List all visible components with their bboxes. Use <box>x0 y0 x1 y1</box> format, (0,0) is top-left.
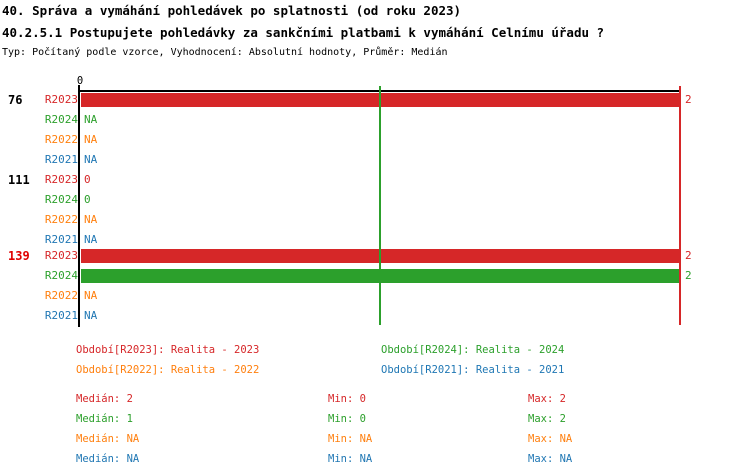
year-label: R2022 <box>44 133 78 146</box>
page-subtitle: 40.2.5.1 Postupujete pohledávky za sankč… <box>2 25 605 40</box>
value-label: 2 <box>685 249 692 262</box>
value-label: 0 <box>84 173 91 186</box>
chart-row: R2021 NA <box>0 230 750 250</box>
stat-max-r2023: Max: 2 <box>528 393 566 405</box>
stat-median-r2024: Medián: 1 <box>76 413 133 425</box>
value-label: NA <box>84 289 98 302</box>
year-label: R2023 <box>44 173 78 186</box>
stat-min-r2021: Min: NA <box>328 453 373 465</box>
chart-row: 76 R2023 2 <box>0 90 750 110</box>
bar-chart: 0 76 R2023 2 R2024 NA R2022 NA R2021 NA 111 R2023 0… <box>0 75 750 327</box>
chart-row: R2024 0 <box>0 190 750 210</box>
legend-item-r2022: Období[R2022]: Realita - 2022 <box>76 364 260 376</box>
stat-median-r2021: Medián: NA <box>76 453 140 465</box>
value-bar <box>81 269 681 283</box>
value-label: NA <box>84 113 98 126</box>
year-label: R2023 <box>44 93 78 106</box>
page-title: 40. Správa a vymáhání pohledávek po spla… <box>2 3 462 18</box>
year-label: R2024 <box>44 113 78 126</box>
stat-min-r2023: Min: 0 <box>328 393 366 405</box>
group-label: 111 <box>8 173 30 187</box>
median-line-r2023 <box>679 86 681 325</box>
chart-row: 111 R2023 0 <box>0 170 750 190</box>
value-label: NA <box>84 133 98 146</box>
stat-median-r2023: Medián: 2 <box>76 393 133 405</box>
value-bar <box>81 249 681 263</box>
y-axis-line <box>78 85 80 327</box>
chart-row: R2022 NA <box>0 130 750 150</box>
page-meta: Typ: Počítaný podle vzorce, Vyhodnocení:… <box>2 47 448 58</box>
group-label: 76 <box>8 93 23 107</box>
chart-row: R2024 NA <box>0 110 750 130</box>
value-label: NA <box>84 153 98 166</box>
chart-row: 139 R2023 2 <box>0 246 750 266</box>
legend-item-r2021: Období[R2021]: Realita - 2021 <box>381 364 565 376</box>
year-label: R2022 <box>44 213 78 226</box>
year-label: R2023 <box>44 249 78 262</box>
chart-row: R2021 NA <box>0 306 750 326</box>
stat-max-r2022: Max: NA <box>528 433 573 445</box>
value-label: 2 <box>685 269 692 282</box>
stat-median-r2022: Medián: NA <box>76 433 140 445</box>
group-label: 139 <box>8 249 30 263</box>
chart-row: R2024 2 <box>0 266 750 286</box>
year-label: R2024 <box>44 269 78 282</box>
value-label: NA <box>84 213 98 226</box>
year-label: R2021 <box>44 309 78 322</box>
chart-row: R2021 NA <box>0 150 750 170</box>
stat-max-r2021: Max: NA <box>528 453 573 465</box>
value-bar <box>81 93 681 107</box>
year-label: R2024 <box>44 193 78 206</box>
x-axis-tick-label: 0 <box>76 75 84 87</box>
median-line-r2024 <box>379 86 381 325</box>
year-label: R2022 <box>44 289 78 302</box>
legend-item-r2024: Období[R2024]: Realita - 2024 <box>381 344 565 356</box>
stat-max-r2024: Max: 2 <box>528 413 566 425</box>
chart-row: R2022 NA <box>0 286 750 306</box>
year-label: R2021 <box>44 153 78 166</box>
value-label: NA <box>84 309 98 322</box>
year-label: R2021 <box>44 233 78 246</box>
value-label: 0 <box>84 193 91 206</box>
stat-min-r2024: Min: 0 <box>328 413 366 425</box>
value-label: 2 <box>685 93 692 106</box>
chart-row: R2022 NA <box>0 210 750 230</box>
stat-min-r2022: Min: NA <box>328 433 373 445</box>
value-label: NA <box>84 233 98 246</box>
legend-item-r2023: Období[R2023]: Realita - 2023 <box>76 344 260 356</box>
